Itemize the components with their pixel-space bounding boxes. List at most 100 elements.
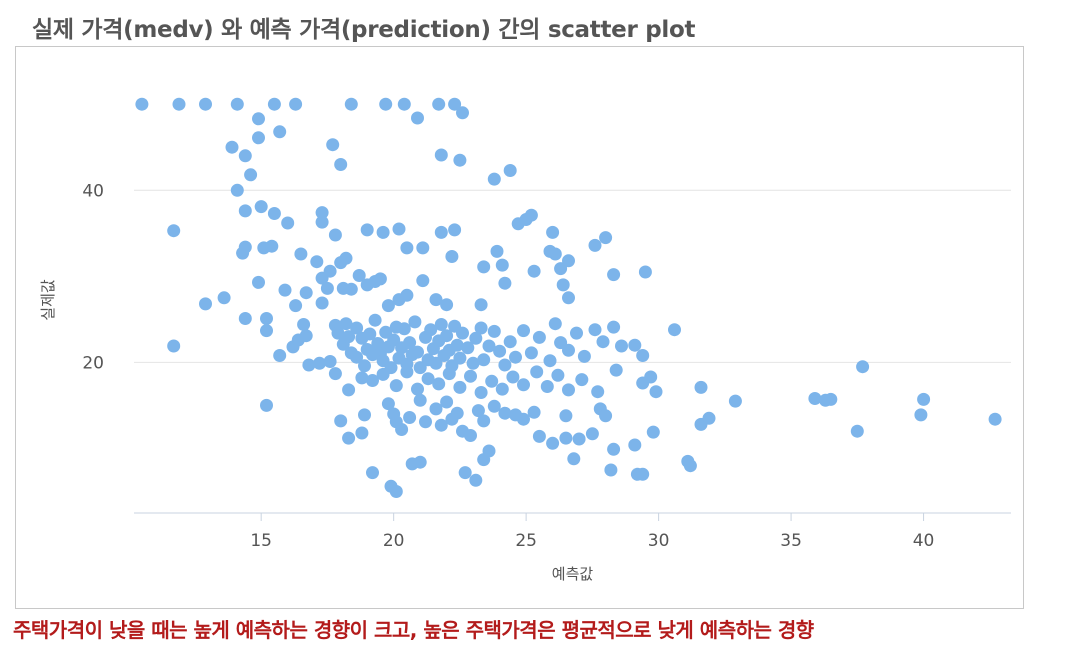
- data-point: [199, 97, 212, 111]
- data-point: [315, 206, 329, 220]
- data-point: [381, 397, 395, 411]
- data-point: [482, 444, 496, 458]
- data-point: [453, 380, 467, 394]
- data-point: [167, 339, 181, 353]
- y-tick-label: 40: [82, 181, 104, 201]
- data-point: [644, 370, 658, 384]
- data-point: [281, 216, 295, 230]
- data-point: [328, 228, 342, 242]
- data-point: [252, 131, 265, 145]
- chart-panel: 20 40 15 20 25 30 35 40 예측값 실제값: [15, 46, 1024, 609]
- data-point: [450, 338, 464, 352]
- data-point: [469, 331, 483, 345]
- data-point: [599, 409, 613, 423]
- data-point: [559, 431, 573, 445]
- data-point: [540, 380, 554, 393]
- data-point: [376, 367, 390, 381]
- data-point: [411, 345, 424, 359]
- data-point: [604, 463, 618, 477]
- data-point: [607, 442, 621, 456]
- data-point: [278, 283, 292, 297]
- data-point: [683, 459, 697, 473]
- data-point: [588, 238, 602, 252]
- data-point: [440, 329, 454, 343]
- data-point: [440, 395, 454, 409]
- data-point: [487, 172, 501, 186]
- data-point: [548, 317, 562, 331]
- y-axis-label: 실제값: [39, 279, 57, 321]
- data-point: [421, 372, 435, 386]
- data-point: [527, 405, 541, 419]
- axes: 20 40 15 20 25 30 35 40: [82, 181, 1011, 551]
- data-point: [408, 315, 422, 329]
- data-point: [355, 371, 369, 385]
- data-point: [562, 291, 575, 305]
- data-point: [252, 275, 265, 289]
- data-point: [225, 140, 239, 154]
- data-point: [628, 438, 642, 452]
- data-point: [493, 344, 507, 358]
- data-point: [702, 411, 716, 425]
- data-point: [344, 282, 358, 296]
- data-point: [392, 222, 406, 236]
- data-point: [554, 262, 568, 276]
- data-point: [469, 473, 483, 487]
- data-point: [434, 225, 448, 239]
- data-point: [432, 377, 446, 391]
- data-point: [344, 97, 358, 111]
- data-point: [532, 330, 546, 344]
- data-point: [342, 431, 356, 445]
- data-point: [238, 240, 252, 254]
- data-point: [562, 254, 575, 268]
- data-point: [577, 349, 591, 363]
- data-point: [485, 374, 499, 388]
- data-point: [429, 293, 443, 307]
- data-point: [572, 432, 586, 446]
- data-point: [297, 318, 311, 331]
- data-point: [461, 341, 475, 355]
- x-axis-label: 예측값: [552, 565, 594, 583]
- data-point: [474, 386, 488, 399]
- data-point: [315, 215, 329, 229]
- data-point: [532, 429, 546, 443]
- data-point: [517, 412, 530, 426]
- data-point: [413, 455, 427, 469]
- data-point: [366, 374, 379, 387]
- data-point: [434, 148, 448, 162]
- data-point: [172, 97, 186, 111]
- data-point: [379, 325, 393, 339]
- data-point: [464, 369, 477, 383]
- data-point: [413, 361, 427, 375]
- data-point: [238, 204, 252, 218]
- data-point: [808, 392, 822, 405]
- data-point: [413, 393, 427, 407]
- data-point: [358, 359, 371, 373]
- data-point: [429, 356, 443, 370]
- data-point: [988, 412, 1002, 426]
- data-point: [389, 379, 403, 393]
- data-point: [628, 338, 642, 352]
- data-point: [334, 414, 348, 428]
- data-point: [575, 373, 589, 387]
- data-point: [403, 411, 417, 424]
- data-point: [570, 326, 583, 340]
- data-point: [350, 321, 364, 335]
- x-tick-label: 20: [383, 531, 405, 551]
- data-point: [591, 385, 605, 399]
- data-point: [609, 363, 623, 377]
- data-point: [728, 394, 742, 408]
- data-point: [368, 313, 382, 327]
- data-point: [342, 383, 356, 397]
- data-point: [445, 250, 459, 263]
- data-point: [315, 296, 329, 310]
- data-point: [358, 408, 371, 422]
- data-point: [432, 97, 446, 111]
- data-point: [424, 323, 438, 337]
- data-point: [267, 97, 281, 111]
- data-point: [400, 365, 414, 379]
- data-point: [636, 349, 650, 362]
- data-point: [167, 224, 181, 238]
- data-point: [302, 358, 316, 372]
- data-point: [477, 260, 491, 274]
- data-point: [371, 337, 385, 350]
